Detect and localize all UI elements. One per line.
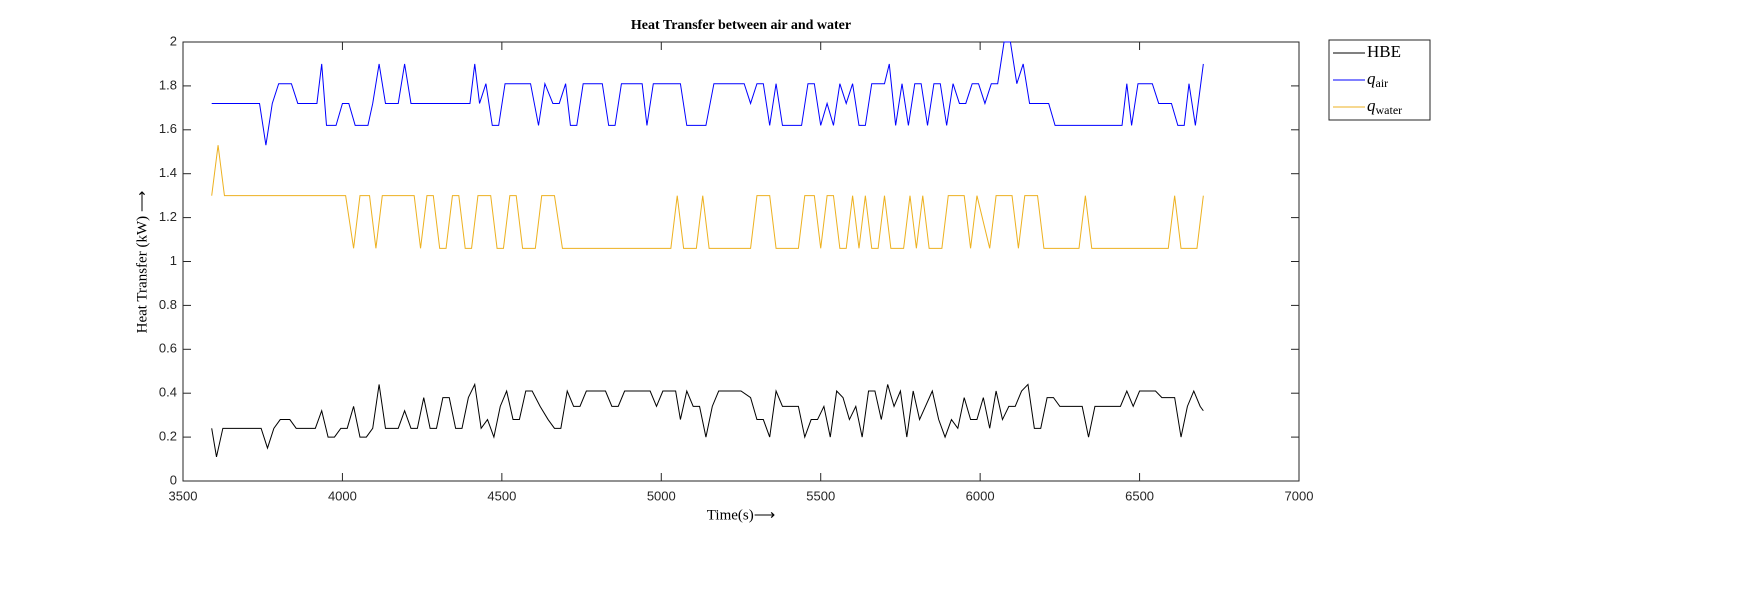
chart-title: Heat Transfer between air and water bbox=[631, 18, 851, 33]
y-tick-label: 1 bbox=[170, 253, 177, 268]
legend-subscript: water bbox=[1376, 103, 1403, 117]
legend-name: q bbox=[1367, 96, 1376, 115]
x-tick-label: 4500 bbox=[487, 488, 516, 503]
y-tick-label: 1.8 bbox=[159, 77, 177, 92]
y-tick-label: 2 bbox=[170, 33, 177, 48]
legend-name: q bbox=[1367, 69, 1376, 88]
x-tick-label: 6500 bbox=[1125, 488, 1154, 503]
y-axis-label: Heat Transfer (kW) ⟶ bbox=[134, 191, 150, 334]
x-tick-label: 6000 bbox=[966, 488, 995, 503]
plot-area bbox=[182, 41, 1300, 482]
legend-subscript: air bbox=[1376, 76, 1389, 90]
legend-label: qwater bbox=[1367, 96, 1402, 117]
y-tick-label: 1.4 bbox=[159, 165, 177, 180]
y-tick-label: 0 bbox=[170, 472, 177, 487]
y-tick-label: 1.2 bbox=[159, 209, 177, 224]
y-tick-label: 0.4 bbox=[159, 385, 177, 400]
y-tick-label: 1.6 bbox=[159, 121, 177, 136]
legend-label: HBE bbox=[1367, 42, 1401, 61]
x-tick-label: 3500 bbox=[169, 488, 198, 503]
line-series bbox=[211, 41, 1204, 146]
y-tick-label: 0.2 bbox=[159, 429, 177, 444]
legend-label: qair bbox=[1367, 69, 1388, 90]
x-tick-label: 4000 bbox=[328, 488, 357, 503]
y-tick-label: 0.8 bbox=[159, 297, 177, 312]
line-series bbox=[211, 145, 1204, 249]
legend-name: HBE bbox=[1367, 42, 1401, 61]
x-tick-label: 7000 bbox=[1285, 488, 1314, 503]
x-axis-label: Time(s)⟶ bbox=[707, 507, 775, 523]
x-tick-label: 5000 bbox=[647, 488, 676, 503]
line-series bbox=[211, 382, 1204, 457]
x-tick-label: 5500 bbox=[806, 488, 835, 503]
y-tick-label: 0.6 bbox=[159, 341, 177, 356]
